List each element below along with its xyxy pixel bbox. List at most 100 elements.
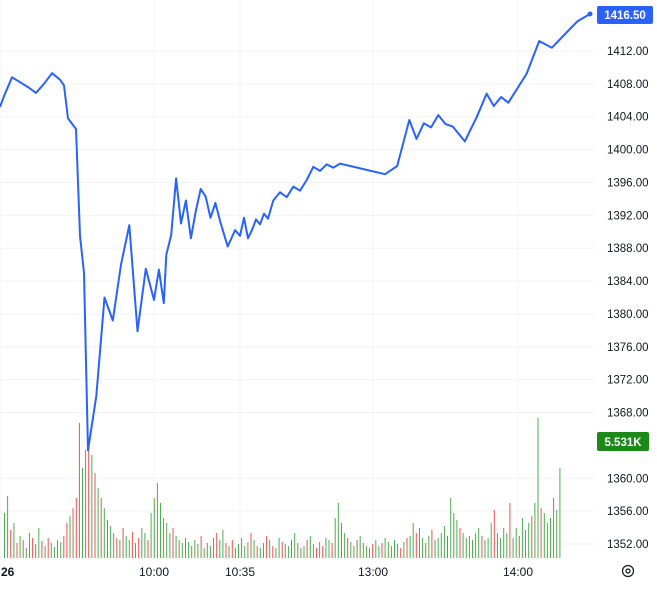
volume-bar <box>390 546 392 558</box>
volume-bar <box>250 533 252 558</box>
volume-bar <box>294 533 296 558</box>
volume-bar <box>412 523 414 558</box>
volume-bar <box>50 543 52 558</box>
volume-bar <box>22 540 24 558</box>
volume-bar <box>57 540 58 558</box>
volume-bar <box>144 533 146 558</box>
volume-bar <box>353 546 355 558</box>
volume-bar <box>82 468 83 558</box>
volume-bar <box>263 543 264 558</box>
volume-bar <box>275 548 277 558</box>
volume-bar <box>153 498 155 558</box>
volume-bar <box>422 538 424 558</box>
volume-bar <box>88 438 90 558</box>
volume-bar <box>122 528 124 558</box>
volume-bar <box>197 544 199 558</box>
volume-bar <box>66 523 68 558</box>
volume-bar <box>556 510 558 558</box>
volume-bar <box>456 520 458 558</box>
volume-bar <box>172 528 174 558</box>
last-volume-label: 5.531K <box>604 437 642 449</box>
volume-bar <box>116 538 118 558</box>
volume-bar <box>372 544 374 558</box>
volume-bar <box>225 543 227 558</box>
volume-bar <box>465 538 467 558</box>
volume-bar <box>384 538 386 558</box>
volume-bar <box>287 546 289 558</box>
volume-bar <box>387 542 389 558</box>
grid <box>0 0 595 560</box>
y-tick-label: 1412.00 <box>607 46 649 58</box>
volume-bar <box>359 536 361 558</box>
volume-bar <box>141 528 143 558</box>
volume-bar <box>13 523 15 558</box>
volume-bar <box>425 543 427 558</box>
volume-bar <box>409 536 411 558</box>
volume-bar <box>91 455 93 558</box>
volume-bar <box>506 533 508 558</box>
volume-bar <box>194 540 196 558</box>
volume-bar <box>103 508 105 558</box>
volume-bar <box>328 540 330 558</box>
volume-bar <box>472 540 473 558</box>
x-tick-label: 14:00 <box>503 565 533 579</box>
volume-bar <box>490 523 492 558</box>
volume-bar <box>297 543 299 558</box>
volume-bar <box>397 544 399 558</box>
volume-bar <box>69 516 71 558</box>
settings-gear-icon[interactable] <box>621 564 635 578</box>
volume-bar <box>25 548 27 558</box>
volume-bar <box>75 498 77 558</box>
volume-bar <box>166 523 168 558</box>
volume-bar <box>543 513 545 558</box>
volume-bar <box>7 496 9 558</box>
volume-bar <box>341 523 342 558</box>
y-tick-label: 1372.00 <box>607 375 649 387</box>
volume-bar <box>10 530 12 558</box>
volume-bar <box>29 533 30 558</box>
volume-bar <box>331 543 333 558</box>
volume-bar <box>200 536 202 558</box>
volume-bar <box>244 546 246 558</box>
volume-bar <box>443 526 445 558</box>
y-tick-label: 1356.00 <box>607 506 649 518</box>
y-tick-label: 1396.00 <box>607 177 649 189</box>
volume-bar <box>378 546 380 558</box>
volume-bar <box>347 538 349 558</box>
volume-bar <box>231 540 233 558</box>
y-tick-label: 1400.00 <box>607 145 649 157</box>
volume-bar <box>125 536 127 558</box>
volume-bar <box>462 533 464 558</box>
y-tick-label: 1392.00 <box>607 210 649 222</box>
volume-bar <box>94 473 96 558</box>
price-line <box>0 13 591 452</box>
volume-bar <box>228 546 230 558</box>
volume-bar <box>431 530 433 558</box>
volume-bar <box>375 540 377 558</box>
volume-bar <box>163 518 165 558</box>
y-tick-label: 1380.00 <box>607 309 649 321</box>
volume-bar <box>475 533 477 558</box>
volume-bar <box>334 518 336 558</box>
volume-bar <box>78 423 80 558</box>
volume-bar <box>381 543 383 558</box>
volume-bar <box>306 540 308 558</box>
x-tick-label: 26 <box>1 565 15 579</box>
volume-bar <box>247 542 249 558</box>
volume-bar <box>440 533 442 558</box>
volume-bar <box>415 533 417 558</box>
volume-bar <box>487 538 489 558</box>
y-tick-label: 1408.00 <box>607 79 649 91</box>
y-tick-label: 1368.00 <box>607 408 649 420</box>
volume-bar <box>266 536 268 558</box>
volume-bar <box>478 528 480 558</box>
volume-bar <box>553 498 555 558</box>
price-line-layer <box>0 11 593 452</box>
volume-bar <box>113 533 115 558</box>
y-tick-label: 1376.00 <box>607 342 649 354</box>
y-tick-label: 1360.00 <box>607 473 649 485</box>
volume-bar <box>278 538 280 558</box>
volume-bar <box>234 548 236 558</box>
last-volume-badge: 5.531K <box>597 432 649 451</box>
